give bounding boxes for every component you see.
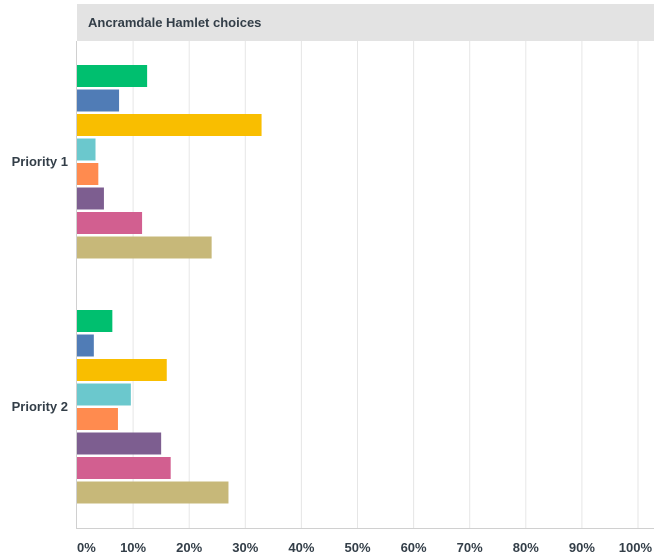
- x-tick-0pct: 0%: [77, 540, 96, 555]
- bar-cat1-series3: [77, 114, 262, 136]
- bar-cat2-series5: [77, 408, 118, 430]
- x-tick-70pct: 70%: [457, 540, 483, 555]
- bar-cat1-series4: [77, 138, 96, 161]
- bar-cat2-series3: [77, 359, 167, 381]
- x-tick-90pct: 90%: [569, 540, 595, 555]
- bar-cat2-series6: [77, 432, 162, 455]
- chart-title: Ancramdale Hamlet choices: [88, 15, 261, 30]
- x-tick-60pct: 60%: [401, 540, 427, 555]
- x-tick-labels: 0% 10% 20% 30% 40% 50% 60% 70% 80% 90% 100%: [77, 540, 652, 555]
- bar-cat1-series7: [77, 212, 143, 234]
- bar-cat2-series1: [77, 310, 113, 332]
- bar-cat2-series2: [77, 334, 94, 357]
- category-label-2: Priority 2: [12, 399, 68, 414]
- bar-cat1-series1: [77, 65, 148, 87]
- x-tick-100pct: 100%: [619, 540, 653, 555]
- bar-cat2-series8: [77, 481, 229, 504]
- bars: [77, 65, 262, 504]
- category-label-1: Priority 1: [12, 154, 68, 169]
- x-tick-50pct: 50%: [344, 540, 370, 555]
- bar-cat2-series4: [77, 383, 131, 406]
- bar-cat1-series2: [77, 89, 120, 112]
- x-tick-10pct: 10%: [120, 540, 146, 555]
- bar-cat1-series5: [77, 163, 99, 185]
- bar-cat2-series7: [77, 457, 171, 479]
- bar-cat1-series8: [77, 236, 212, 259]
- bar-cat1-series6: [77, 187, 104, 210]
- x-tick-80pct: 80%: [513, 540, 539, 555]
- category-labels: Priority 1 Priority 2: [12, 154, 68, 414]
- x-tick-20pct: 20%: [176, 540, 202, 555]
- x-tick-40pct: 40%: [288, 540, 314, 555]
- x-tick-30pct: 30%: [232, 540, 258, 555]
- title-bar: [77, 4, 654, 41]
